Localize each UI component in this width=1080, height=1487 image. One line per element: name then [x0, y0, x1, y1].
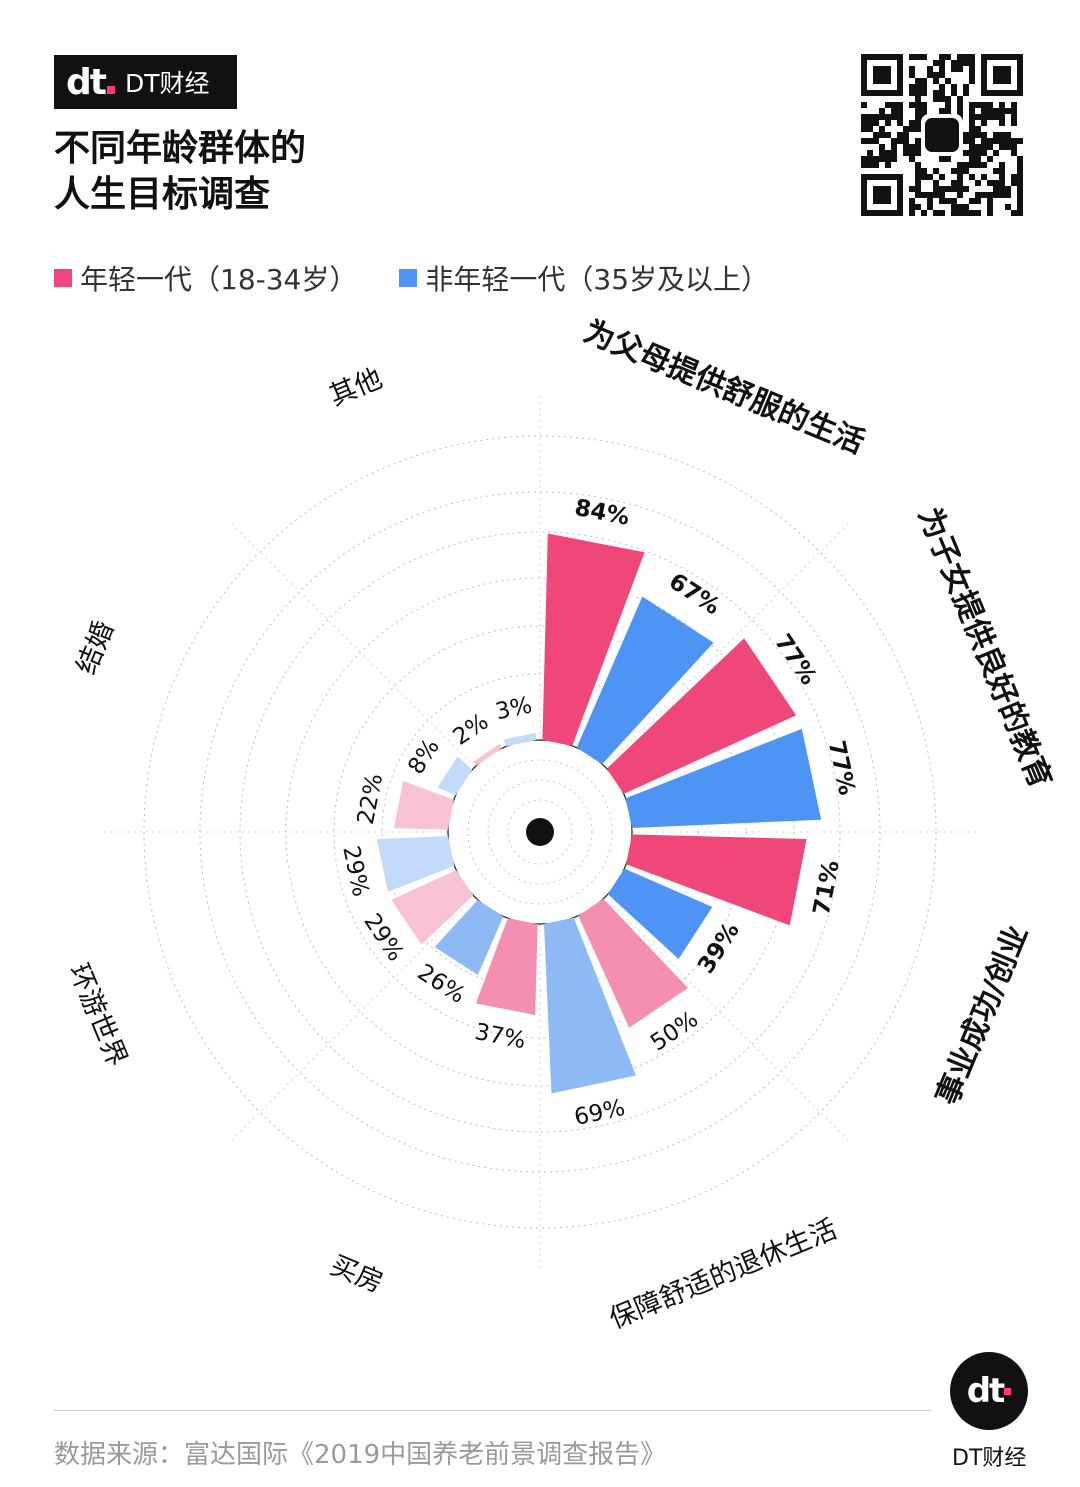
- inner-ring: [467, 759, 613, 905]
- inner-ring: [487, 779, 593, 885]
- value-label-old-0: 67%: [664, 568, 724, 620]
- title-line-2: 人生目标调查: [54, 174, 271, 215]
- value-label-old-3: 69%: [572, 1095, 627, 1131]
- value-label-young-0: 84%: [573, 495, 632, 531]
- bar-young-2: [626, 834, 807, 926]
- bar-old-2: [607, 868, 713, 959]
- value-label-old-6: 8%: [403, 734, 445, 779]
- value-label-young-3: 50%: [646, 1006, 703, 1056]
- value-label-young-6: 22%: [353, 771, 388, 826]
- bar-young-6: [393, 780, 454, 830]
- legend-swatch-old: [399, 269, 418, 287]
- legend-swatch-young: [54, 269, 72, 287]
- brand-logo: dt: [66, 62, 115, 103]
- category-label-6: 结婚: [71, 617, 120, 679]
- category-label-5: 环游世界: [62, 959, 132, 1071]
- chart-title: 不同年龄群体的 人生目标调查: [54, 126, 306, 218]
- value-label-young-1: 77%: [769, 630, 821, 690]
- bar-young-3: [578, 898, 688, 1028]
- brand-badge: dt DT财经: [54, 55, 237, 109]
- value-label-young-4: 37%: [473, 1019, 528, 1054]
- bar-old-4: [434, 899, 504, 976]
- bar-old-0: [576, 596, 714, 765]
- bar-old-3: [544, 917, 636, 1094]
- value-label-old-5: 29%: [337, 844, 373, 899]
- bar-old-6: [437, 756, 473, 796]
- polar-bar-chart: 84% 67% 为父母提供舒服的生活 77% 77% 为子女提供良好的教育 71% 39% 事业…: [62, 314, 1058, 1336]
- inner-ring: [507, 799, 573, 865]
- grid-spoke: [228, 520, 476, 768]
- legend: 年轻一代（18-34岁） 非年轻一代（35岁及以上）: [54, 258, 811, 298]
- qr-code-icon: [861, 54, 1023, 216]
- value-label-young-2: 71%: [809, 858, 845, 917]
- grid-spoke: [604, 520, 852, 768]
- bar-old-1: [625, 728, 822, 828]
- bar-young-7: [473, 743, 502, 766]
- bar-young-0: [542, 533, 645, 746]
- bar-young-4: [475, 918, 538, 1015]
- corner-logo: dt: [950, 1352, 1028, 1430]
- value-label-old-1: 77%: [823, 738, 860, 797]
- source-note: 数据来源：富达国际《2019中国养老前景调查报告》: [54, 1440, 667, 1470]
- category-label-1: 为子女提供良好的教育: [911, 503, 1058, 794]
- value-label-young-7: 2%: [449, 709, 494, 751]
- category-label-3: 保障舒适的退休生活: [605, 1214, 841, 1336]
- bar-old-5: [376, 836, 455, 892]
- bar-young-1: [606, 638, 797, 794]
- category-label-4: 买房: [326, 1250, 388, 1299]
- value-label-young-5: 29%: [358, 909, 408, 966]
- legend-item-old: 非年轻一代（35岁及以上）: [399, 258, 769, 298]
- grid-spoke: [604, 896, 852, 1144]
- bar-old-7: [503, 732, 536, 747]
- brand-name: DT财经: [124, 69, 210, 98]
- category-label-0: 为父母提供舒服的生活: [579, 314, 870, 461]
- legend-item-young: 年轻一代（18-34岁）: [54, 258, 357, 298]
- value-label-old-4: 26%: [413, 959, 470, 1009]
- title-line-1: 不同年龄群体的: [54, 128, 307, 169]
- footer-divider: [54, 1410, 932, 1411]
- grid-spoke: [228, 896, 476, 1144]
- grid-ring: [239, 531, 841, 1133]
- legend-label-young: 年轻一代（18-34岁）: [80, 263, 358, 296]
- grid-ring: [143, 435, 937, 1229]
- bar-young-5: [391, 870, 474, 945]
- legend-label-old: 非年轻一代（35岁及以上）: [425, 263, 770, 296]
- value-label-old-7: 3%: [493, 692, 534, 725]
- center-dot: [526, 818, 554, 846]
- category-label-2: 事业成功/创业: [930, 920, 1035, 1110]
- category-label-7: 其他: [325, 363, 387, 412]
- corner-brand-name: DT财经: [952, 1446, 1027, 1471]
- value-label-old-2: 39%: [693, 918, 745, 978]
